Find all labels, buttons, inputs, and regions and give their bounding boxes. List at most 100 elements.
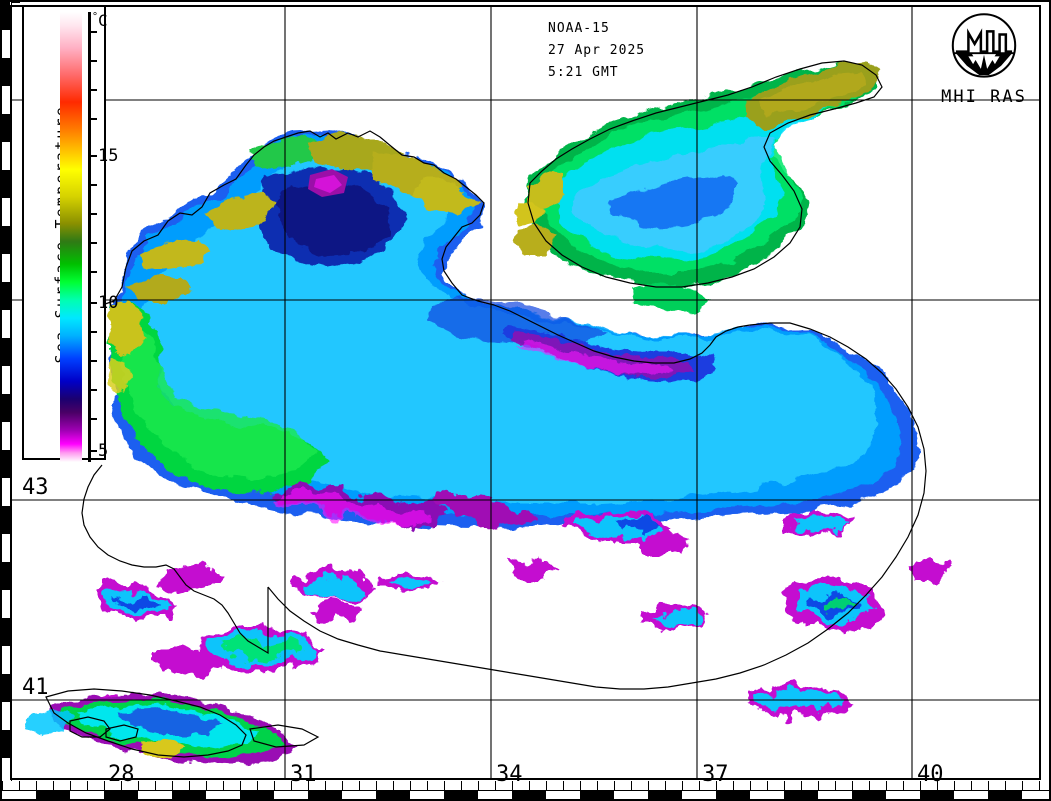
axis-minor-tick bbox=[393, 781, 394, 791]
axis-minor-tick bbox=[1022, 781, 1023, 791]
acquisition-stamp: NOAA-15 27 Apr 2025 5:21 GMT bbox=[548, 18, 645, 84]
axis-minor-tick bbox=[444, 781, 445, 791]
axis-major-tick bbox=[376, 791, 410, 799]
colorbar-tick bbox=[88, 331, 97, 333]
axis-major-tick bbox=[784, 791, 818, 799]
axis-minor-tick bbox=[19, 781, 20, 791]
axis-major-tick bbox=[580, 791, 614, 799]
axis-major-tick bbox=[2, 2, 10, 30]
axis-minor-tick bbox=[784, 781, 785, 791]
axis-minor-tick bbox=[53, 781, 54, 791]
axis-minor-tick bbox=[716, 781, 717, 791]
axis-minor-tick bbox=[546, 781, 547, 791]
sst-raster bbox=[10, 5, 1041, 780]
axis-minor-tick bbox=[580, 781, 581, 791]
axis-minor-tick bbox=[937, 781, 938, 791]
axis-major-tick bbox=[2, 170, 10, 198]
longitude-label: 34 bbox=[496, 762, 523, 787]
frame-bottom bbox=[0, 799, 1051, 801]
axis-minor-tick bbox=[529, 781, 530, 791]
axis-minor-tick bbox=[767, 781, 768, 791]
axis-minor-tick bbox=[597, 781, 598, 791]
axis-rule bbox=[2, 790, 1049, 791]
axis-minor-tick bbox=[1005, 781, 1006, 791]
axis-minor-tick bbox=[733, 781, 734, 791]
axis-major-tick bbox=[852, 791, 886, 799]
axis-minor-tick bbox=[852, 781, 853, 791]
colorbar-tick bbox=[88, 31, 97, 33]
axis-minor-tick bbox=[410, 781, 411, 791]
colorbar-tick bbox=[88, 360, 97, 362]
longitude-label: 40 bbox=[917, 762, 944, 787]
axis-major-tick bbox=[988, 791, 1022, 799]
axis-major-tick bbox=[104, 791, 138, 799]
axis-minor-tick bbox=[189, 781, 190, 791]
axis-minor-tick bbox=[988, 781, 989, 791]
axis-minor-tick bbox=[121, 781, 122, 791]
bottom-axis-tickstrip bbox=[2, 781, 1049, 799]
axis-minor-tick bbox=[682, 781, 683, 791]
axis-minor-tick bbox=[818, 781, 819, 791]
colorbar-tick bbox=[88, 271, 97, 273]
coastline bbox=[45, 60, 927, 758]
axis-minor-tick bbox=[104, 781, 105, 791]
institute-logo: MHI RAS bbox=[936, 8, 1032, 107]
axis-minor-tick bbox=[291, 781, 292, 791]
axis-major-tick bbox=[716, 791, 750, 799]
colorbar-unit-label: °C bbox=[92, 11, 108, 30]
axis-minor-tick bbox=[648, 781, 649, 791]
axis-major-tick bbox=[920, 791, 954, 799]
graticule-lines bbox=[12, 7, 1039, 778]
sst-karkinit-warm bbox=[128, 133, 478, 301]
colorbar-tick bbox=[88, 213, 97, 215]
axis-minor-tick bbox=[631, 781, 632, 791]
longitude-label: 37 bbox=[702, 762, 729, 787]
axis-minor-tick bbox=[359, 781, 360, 791]
axis-minor-tick bbox=[2, 781, 3, 791]
colorbar-tick-label: 10 bbox=[98, 293, 119, 313]
colorbar-tick-label: 5 bbox=[98, 441, 109, 461]
axis-minor-tick bbox=[495, 781, 496, 791]
axis-minor-tick bbox=[954, 781, 955, 791]
frame-left bbox=[0, 0, 2, 801]
axis-minor-tick bbox=[274, 781, 275, 791]
axis-major-tick bbox=[512, 791, 546, 799]
axis-minor-tick bbox=[869, 781, 870, 791]
axis-major-tick bbox=[2, 338, 10, 366]
axis-major-tick bbox=[2, 730, 10, 758]
colorbar-tick bbox=[88, 89, 97, 91]
axis-minor-tick bbox=[70, 781, 71, 791]
sst-liman-anomaly bbox=[308, 169, 348, 197]
axis-major-tick bbox=[2, 562, 10, 590]
axis-major-tick bbox=[2, 506, 10, 534]
axis-minor-tick bbox=[920, 781, 921, 791]
axis-minor-tick bbox=[342, 781, 343, 791]
mhi-ras-emblem-icon bbox=[951, 13, 1017, 78]
axis-major-tick bbox=[444, 791, 478, 799]
axis-minor-tick bbox=[206, 781, 207, 791]
axis-minor-tick bbox=[172, 781, 173, 791]
colorbar-tick bbox=[88, 184, 97, 186]
axis-major-tick bbox=[2, 226, 10, 254]
axis-major-tick bbox=[172, 791, 206, 799]
axis-minor-tick bbox=[699, 781, 700, 791]
celsius-letter: C bbox=[98, 11, 108, 30]
axis-minor-tick bbox=[665, 781, 666, 791]
axis-minor-tick bbox=[223, 781, 224, 791]
colorbar-axis bbox=[88, 12, 91, 462]
map-area[interactable] bbox=[10, 5, 1041, 780]
axis-minor-tick bbox=[257, 781, 258, 791]
axis-minor-tick bbox=[835, 781, 836, 791]
colorbar-tick bbox=[88, 155, 97, 157]
map-frame bbox=[10, 5, 1041, 780]
colorbar-tick bbox=[88, 242, 97, 244]
axis-minor-tick bbox=[325, 781, 326, 791]
axis-minor-tick bbox=[240, 781, 241, 791]
axis-minor-tick bbox=[138, 781, 139, 791]
axis-minor-tick bbox=[971, 781, 972, 791]
colorbar-tick bbox=[88, 418, 97, 420]
axis-major-tick bbox=[2, 450, 10, 478]
longitude-label: 28 bbox=[108, 762, 135, 787]
degree-sign: ° bbox=[92, 11, 99, 23]
